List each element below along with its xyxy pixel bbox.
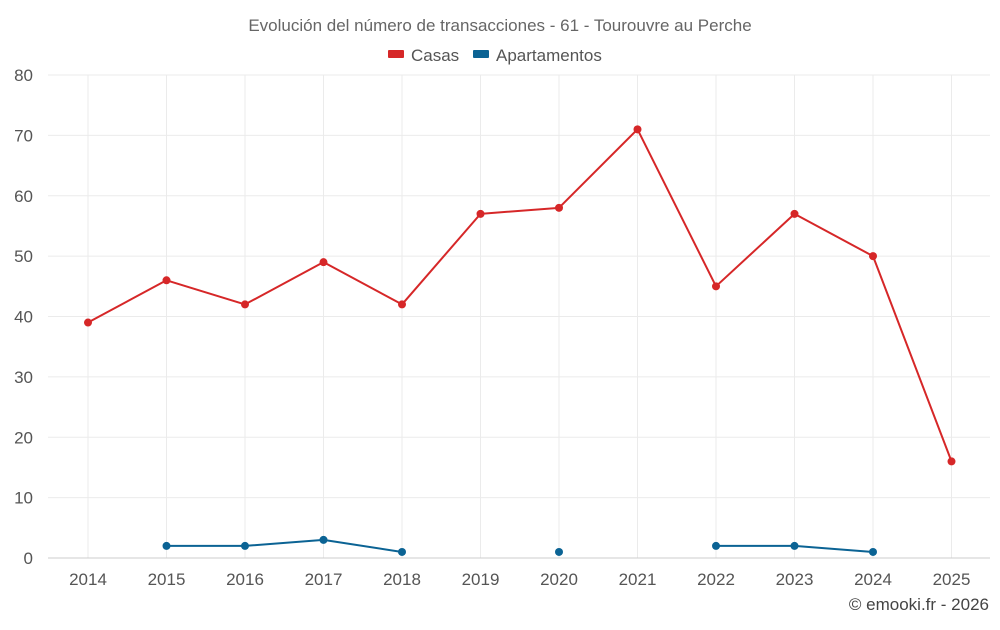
y-tick-label: 80 — [14, 66, 33, 85]
data-point-apartamentos — [398, 547, 406, 556]
x-tick-label: 2019 — [462, 570, 500, 589]
footer-credit: © emooki.fr - 2026 — [849, 595, 989, 614]
y-tick-label: 10 — [14, 489, 33, 508]
x-tick-label: 2021 — [619, 570, 657, 589]
data-point-apartamentos — [555, 547, 563, 556]
data-point-apartamentos — [790, 541, 799, 550]
x-tick-label: 2018 — [383, 570, 421, 589]
x-tick-label: 2023 — [776, 570, 814, 589]
data-point-apartamentos — [162, 541, 171, 550]
data-point-casas — [398, 300, 406, 309]
legend-label-casas: Casas — [411, 46, 459, 65]
x-tick-label: 2017 — [305, 570, 343, 589]
x-tick-label: 2020 — [540, 570, 578, 589]
y-tick-label: 40 — [14, 308, 33, 327]
data-point-casas — [476, 209, 485, 218]
legend: Casas Apartamentos — [388, 46, 602, 65]
y-tick-label: 60 — [14, 187, 33, 206]
legend-swatch-casas — [388, 50, 404, 58]
data-point-casas — [790, 209, 799, 218]
y-axis: 0 10 20 30 40 50 60 70 80 — [14, 66, 33, 568]
data-point-casas — [84, 318, 92, 327]
x-axis: 2014 2015 2016 2017 2018 2019 2020 2021 2022 2023… — [69, 570, 970, 589]
legend-item-apartamentos[interactable]: Apartamentos — [473, 46, 602, 65]
series — [84, 125, 956, 556]
y-tick-label: 50 — [14, 247, 33, 266]
x-tick-label: 2024 — [854, 570, 892, 589]
data-point-casas — [319, 258, 328, 267]
x-tick-label: 2014 — [69, 570, 107, 589]
data-point-casas — [162, 276, 171, 285]
x-tick-label: 2016 — [226, 570, 264, 589]
data-point-apartamentos — [869, 547, 877, 556]
series-line-apartamentos — [166, 538, 403, 553]
data-point-casas — [712, 282, 720, 291]
data-point-apartamentos — [319, 535, 328, 544]
x-tick-label: 2025 — [933, 570, 971, 589]
x-tick-label: 2015 — [148, 570, 186, 589]
data-point-casas — [555, 203, 563, 212]
series-casas — [84, 125, 956, 466]
data-point-casas — [241, 300, 249, 309]
data-point-casas — [633, 125, 642, 134]
data-point-apartamentos — [712, 541, 720, 550]
y-tick-label: 70 — [14, 126, 33, 145]
data-point-casas — [947, 457, 956, 466]
y-tick-label: 20 — [14, 428, 33, 447]
y-tick-label: 30 — [14, 368, 33, 387]
x-tick-label: 2022 — [697, 570, 735, 589]
y-tick-label: 0 — [24, 549, 33, 568]
legend-swatch-apartamentos — [473, 50, 489, 58]
series-apartamentos — [162, 535, 877, 556]
data-point-apartamentos — [241, 541, 249, 550]
chart-title: Evolución del número de transacciones - … — [248, 16, 751, 35]
series-line-casas — [87, 128, 953, 462]
legend-item-casas[interactable]: Casas — [388, 46, 459, 65]
legend-label-apartamentos: Apartamentos — [496, 46, 602, 65]
grid — [48, 74, 990, 559]
data-point-casas — [869, 252, 877, 261]
